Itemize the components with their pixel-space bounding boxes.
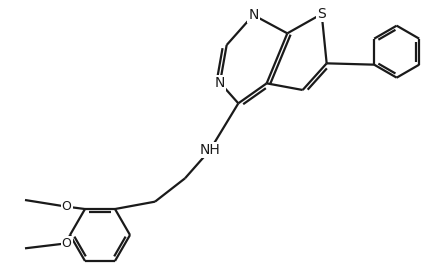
Text: N: N [248,8,258,22]
Text: N: N [215,76,225,90]
Text: S: S [317,7,326,21]
Text: O: O [62,200,72,213]
Text: O: O [62,237,72,250]
Text: NH: NH [200,143,220,157]
